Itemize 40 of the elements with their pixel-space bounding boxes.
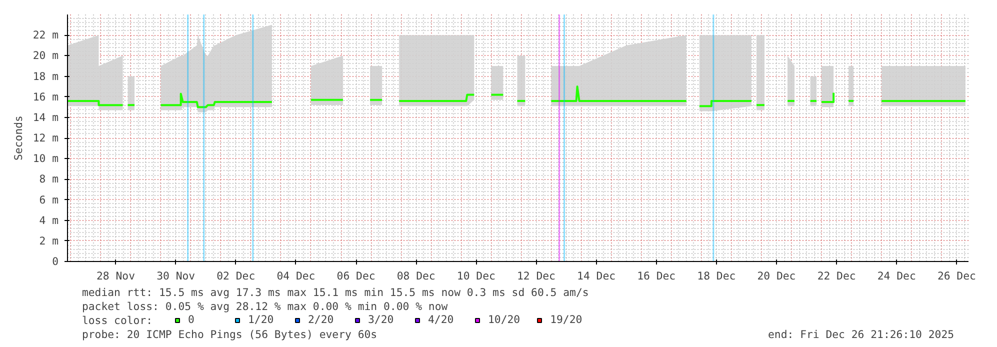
x-tick-label: 10 Dec	[456, 270, 496, 282]
x-tick-label: 12 Dec	[516, 270, 556, 282]
y-tick-label: 12 m	[32, 132, 59, 144]
y-tick-label: 14 m	[32, 110, 59, 124]
y-axis-title: Seconds	[12, 116, 25, 160]
x-tick-label: 04 Dec	[276, 270, 316, 282]
text: probe: 20 ICMP Echo Pings (56 Bytes) every 60s	[82, 328, 378, 341]
x-tick-label: 16 Dec	[637, 270, 676, 282]
x-tick-label: 30 Nov	[156, 270, 196, 282]
x-tick-label: 06 Dec	[336, 270, 376, 282]
y-tick-label: 6 m	[39, 193, 59, 206]
y-tick-label: 4 m	[39, 214, 59, 227]
legend-label: 2/20	[308, 313, 335, 326]
x-tick-label: 26 Dec	[937, 270, 976, 282]
text: packet loss: 0.05 % avg 28.12 % max 0.00 % min 0.00 % now	[82, 300, 448, 313]
legend-label: 3/20	[368, 313, 395, 326]
y-tick-label: 0	[52, 255, 59, 268]
y-tick-label: 2 m	[39, 234, 59, 248]
x-tick-label: 24 Dec	[877, 270, 916, 282]
y-tick-label: 20 m	[32, 49, 59, 62]
x-tick-label: 18 Dec	[697, 270, 736, 282]
legend-label: 10/20	[488, 313, 520, 326]
legend-label: 19/20	[550, 313, 582, 326]
y-tick-label: 10 m	[32, 152, 59, 166]
x-tick-label: 14 Dec	[577, 270, 616, 282]
text: end: Fri Dec 26 21:26:10 2025	[768, 328, 954, 341]
x-tick-label: 22 Dec	[817, 270, 856, 282]
legend-title: loss color:	[82, 314, 153, 327]
x-tick-label: 02 Dec	[216, 270, 256, 282]
x-tick-label: 08 Dec	[396, 270, 436, 282]
y-tick-label: 8 m	[39, 172, 59, 186]
text: median rtt: 15.5 ms avg 17.3 ms max 15.1 ms min 15.5 ms now 0.3 ms sd 60.5 am/s	[82, 286, 589, 299]
y-tick-label: 16 m	[32, 90, 59, 104]
y-tick-label: 22 m	[32, 28, 59, 42]
x-tick-label: 20 Dec	[757, 270, 796, 282]
x-tick-label: 28 Nov	[96, 270, 136, 282]
legend-label: 4/20	[428, 313, 455, 326]
legend-label: 1/20	[248, 313, 275, 326]
legend-label: 0	[188, 313, 196, 326]
y-tick-label: 18 m	[32, 70, 59, 83]
